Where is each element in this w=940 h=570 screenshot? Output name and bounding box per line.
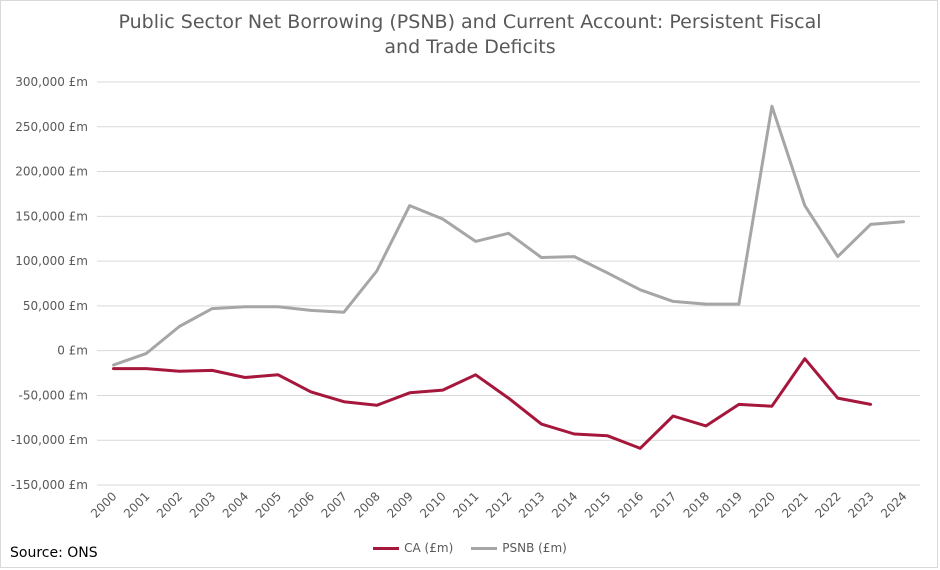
series-line-psnb (112, 104, 905, 367)
x-tick-label: 2022 (812, 489, 843, 520)
legend-label-ca: CA (£m) (404, 541, 454, 555)
x-tick-label: 2005 (253, 489, 284, 520)
y-tick-label: 300,000 £m (15, 75, 88, 89)
x-tick-label: 2015 (582, 489, 613, 520)
x-tick-label: 2011 (450, 489, 481, 520)
x-axis-tick-labels: 2000 2001 2002 2003 2004 2005 2006 2007 2008 2009… (88, 489, 910, 520)
y-tick-label: 250,000 £m (15, 120, 88, 134)
x-tick-label: 2020 (746, 489, 777, 520)
source-note: Source: ONS (10, 545, 98, 561)
x-tick-label: 2008 (351, 489, 382, 520)
y-tick-label: -100,000 £m (11, 433, 88, 447)
x-tick-label: 2018 (681, 489, 712, 520)
x-tick-label: 2021 (779, 489, 810, 520)
series-lines (112, 104, 905, 450)
y-tick-label: 100,000 £m (15, 254, 88, 268)
x-tick-label: 2000 (88, 489, 119, 520)
x-tick-label: 2016 (615, 489, 646, 520)
legend: CA (£m) PSNB (£m) (0, 541, 940, 555)
legend-swatch-psnb (471, 546, 498, 550)
x-tick-label: 2019 (714, 489, 745, 520)
legend-label-psnb: PSNB (£m) (502, 541, 567, 555)
y-tick-label: -50,000 £m (19, 388, 88, 402)
y-tick-label: -150,000 £m (11, 478, 88, 492)
x-tick-label: 2017 (648, 489, 679, 520)
legend-item-psnb: PSNB (£m) (471, 541, 567, 555)
legend-swatch-ca (373, 546, 400, 550)
x-tick-label: 2003 (187, 489, 218, 520)
x-tick-label: 2007 (319, 489, 350, 520)
x-tick-label: 2014 (549, 489, 580, 520)
x-tick-label: 2009 (384, 489, 415, 520)
legend-item-ca: CA (£m) (373, 541, 453, 555)
x-tick-label: 2004 (220, 489, 251, 520)
y-axis-tick-labels: 300,000 £m 250,000 £m 200,000 £m 150,000 £m… (11, 75, 88, 492)
chart-title-line-2: and Trade Deficits (384, 36, 556, 58)
x-tick-label: 2001 (121, 489, 152, 520)
y-tick-label: 0 £m (57, 344, 88, 358)
chart-title-line-1: Public Sector Net Borrowing (PSNB) and C… (118, 11, 822, 33)
x-tick-label: 2010 (417, 489, 448, 520)
y-tick-label: 200,000 £m (15, 165, 88, 179)
y-tick-label: 150,000 £m (15, 209, 88, 223)
x-tick-label: 2006 (286, 489, 317, 520)
x-tick-label: 2012 (483, 489, 514, 520)
y-tick-label: 50,000 £m (23, 299, 88, 313)
x-tick-label: 2023 (845, 489, 876, 520)
gridlines (97, 81, 920, 486)
x-tick-label: 2002 (154, 489, 185, 520)
series-line-ca (112, 357, 873, 450)
x-tick-label: 2024 (878, 489, 909, 520)
chart-title: Public Sector Net Borrowing (PSNB) and C… (0, 10, 940, 60)
x-tick-label: 2013 (516, 489, 547, 520)
